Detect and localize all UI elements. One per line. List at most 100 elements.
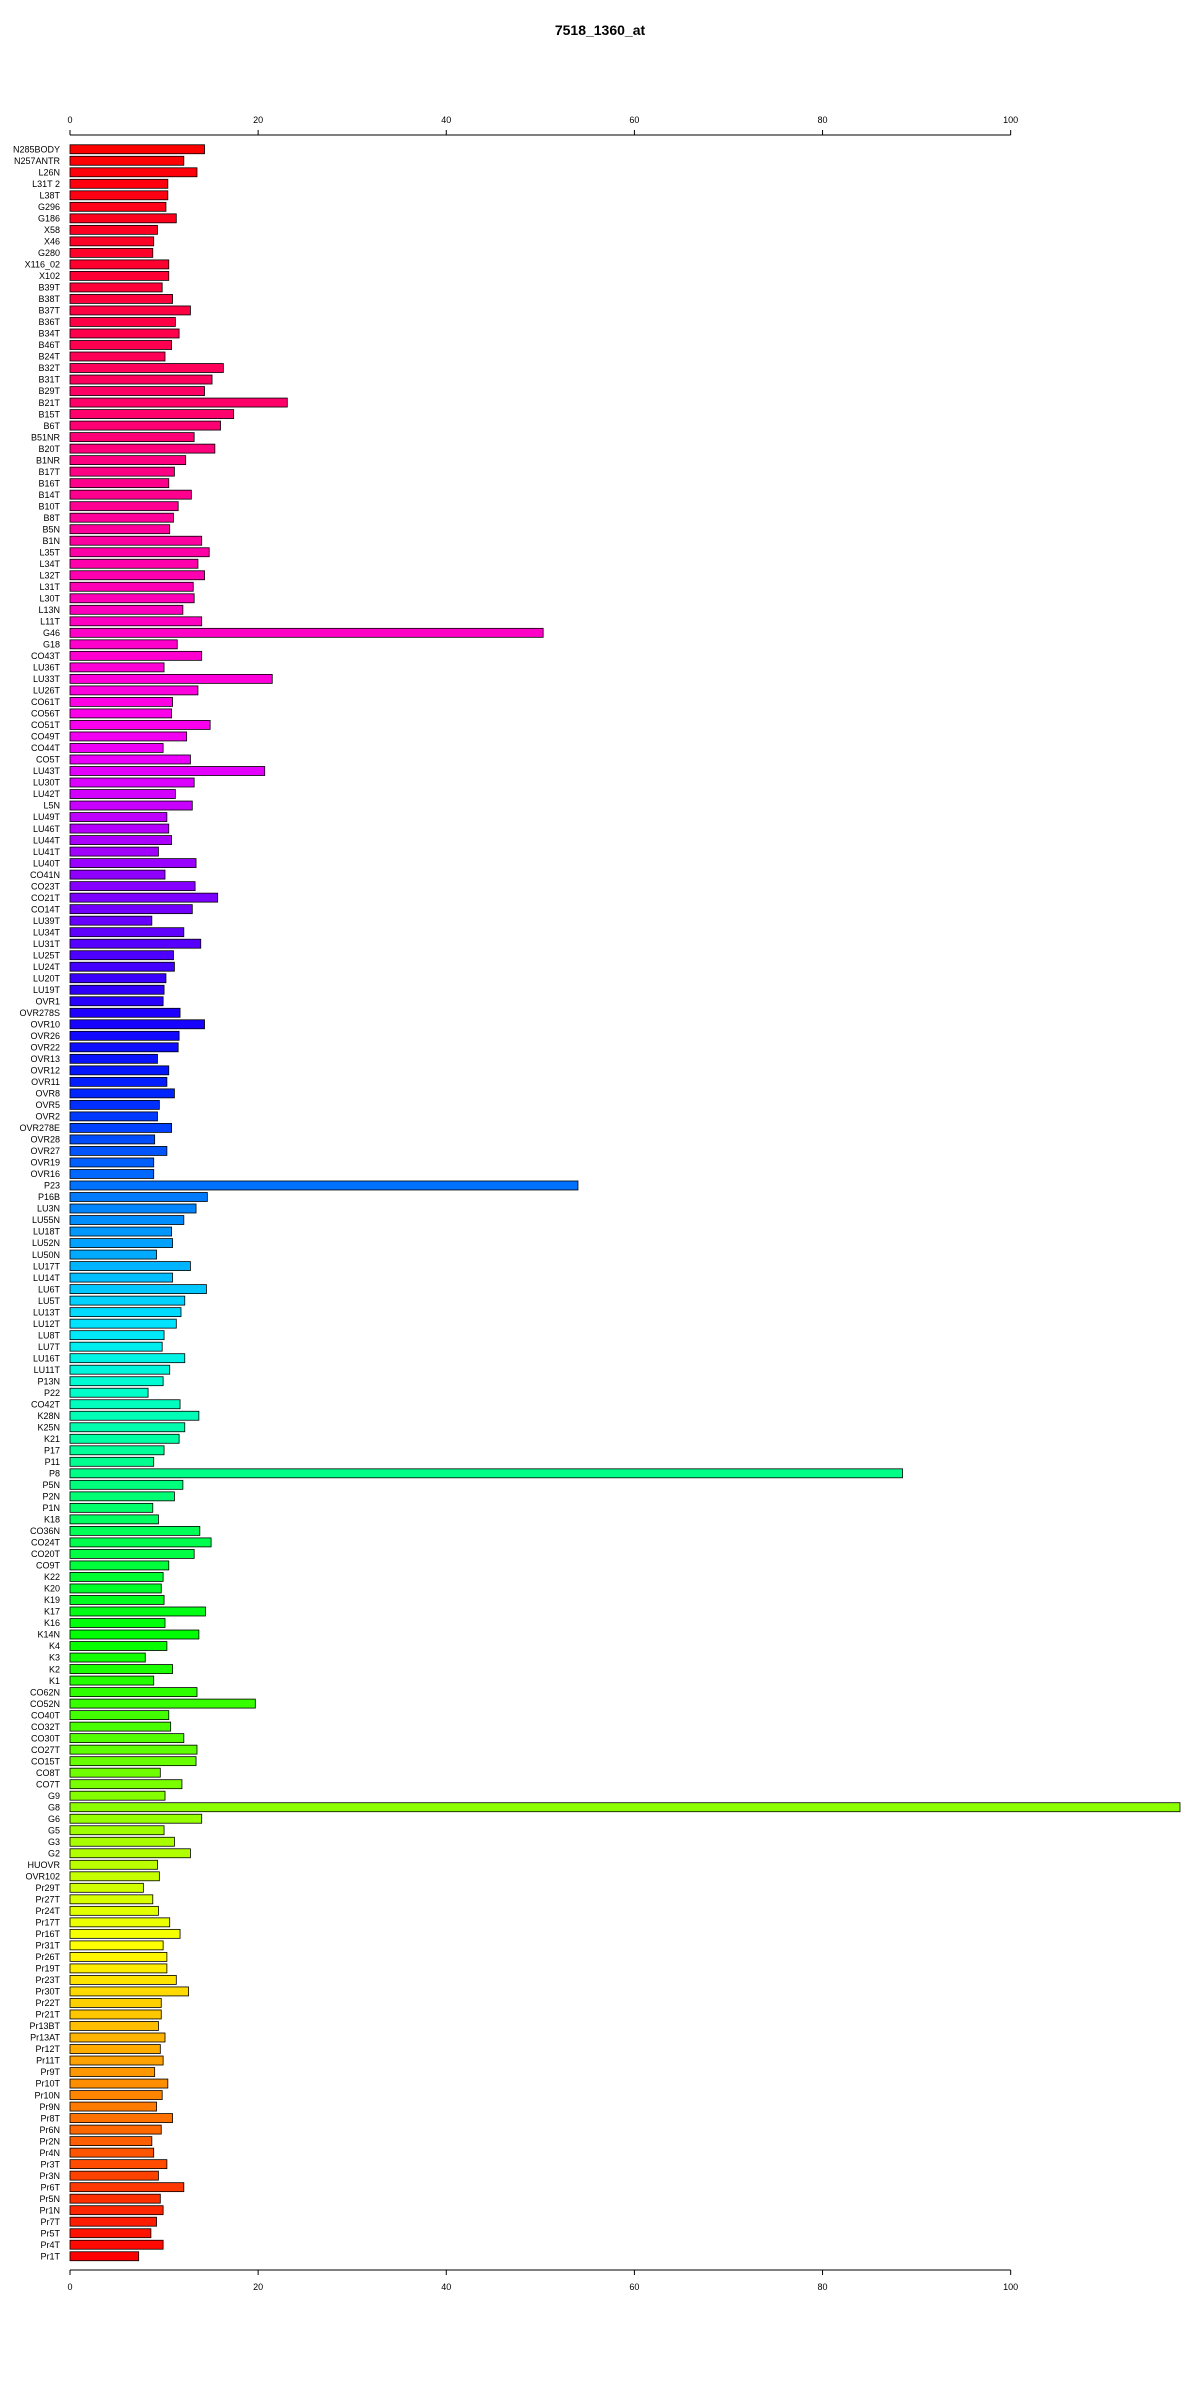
bar: [69, 1986, 189, 1997]
bar: [69, 858, 197, 868]
category-label: Pr6T: [40, 2182, 60, 2192]
category-label: P17: [44, 1445, 60, 1455]
bar: [69, 317, 176, 327]
bar: [69, 1318, 177, 1329]
category-label: Pr31T: [35, 1941, 60, 1951]
category-label: Pr9N: [39, 2102, 60, 2112]
bar: [69, 823, 170, 834]
bar: [69, 1560, 170, 1571]
category-label: OVR10: [30, 1019, 60, 1029]
category-label: Pr13BT: [29, 2021, 60, 2031]
category-label: LU12T: [33, 1319, 61, 1329]
bar: [69, 1502, 154, 1513]
bar: [69, 1618, 166, 1628]
category-label: CO14T: [31, 904, 61, 914]
bar: [69, 2113, 173, 2123]
bar: [69, 224, 158, 235]
category-label: Pr13AT: [30, 2033, 60, 2043]
category-label: CO5T: [36, 755, 61, 765]
bar: [69, 662, 165, 673]
category-label: Pr24T: [35, 1906, 60, 1916]
x-tick-label: 20: [253, 2282, 263, 2292]
category-label: G5: [48, 1825, 60, 1835]
category-label: CO20T: [31, 1549, 61, 1559]
category-label: Pr11T: [36, 2056, 60, 2066]
category-label: K21: [44, 1434, 60, 1444]
category-label: G8: [48, 1802, 60, 1812]
category-label: CO41N: [30, 870, 60, 880]
x-tick-label: 100: [1003, 2282, 1018, 2292]
bar: [69, 1226, 172, 1237]
category-label: P1N: [42, 1503, 60, 1513]
x-tick-label: 20: [253, 115, 263, 125]
bar: [69, 1238, 173, 1248]
bar: [69, 812, 168, 822]
bar: [69, 915, 153, 926]
category-label: OVR12: [30, 1066, 60, 1076]
bar: [69, 881, 196, 892]
category-label: OVR16: [30, 1169, 60, 1179]
category-label: CO51T: [31, 720, 61, 730]
bar: [69, 1721, 172, 1732]
bar: [69, 1030, 180, 1041]
bar: [69, 1180, 579, 1191]
category-label: OVR8: [35, 1089, 60, 1099]
category-label: Pr7T: [40, 2217, 60, 2227]
bar: [69, 1572, 164, 1582]
category-label: G186: [38, 214, 60, 224]
category-label: LU52N: [32, 1238, 60, 1248]
category-label: Pr8T: [40, 2113, 60, 2123]
category-label: LU25T: [33, 950, 61, 960]
bar: [69, 1053, 158, 1064]
bar: [69, 938, 202, 949]
category-label: LU44T: [33, 835, 61, 845]
bar: [69, 363, 224, 373]
bar: [69, 512, 174, 523]
bar: [69, 789, 176, 799]
category-label: LU26T: [33, 686, 61, 696]
category-label: Pr22T: [35, 1998, 60, 2008]
bar: [69, 1410, 200, 1421]
category-label: HUOVR: [27, 1860, 60, 1870]
category-label: B32T: [38, 363, 60, 373]
bar: [69, 1456, 155, 1467]
category-label: L13N: [38, 605, 60, 615]
category-label: OVR28: [30, 1135, 60, 1145]
category-label: OVR278E: [19, 1123, 60, 1133]
category-label: CO9T: [36, 1561, 61, 1571]
bar: [69, 1744, 198, 1755]
category-label: Pr4T: [40, 2240, 60, 2250]
bar: [69, 201, 167, 212]
category-label: K20: [44, 1584, 60, 1594]
category-label: B24T: [38, 352, 60, 362]
bar: [69, 1341, 163, 1352]
bar: [69, 1307, 182, 1318]
category-label: L38T: [39, 191, 60, 201]
category-label: L32T: [39, 570, 60, 580]
bar: [69, 1767, 161, 1778]
category-label: LU46T: [33, 824, 61, 834]
category-label: B1N: [42, 536, 60, 546]
bar: [69, 2182, 185, 2193]
category-label: Pr4N: [39, 2148, 60, 2158]
category-label: LU24T: [33, 962, 61, 972]
category-label: LU40T: [33, 858, 61, 868]
bar: [69, 731, 188, 742]
category-label: OVR102: [25, 1871, 60, 1881]
bar: [69, 616, 203, 627]
bar: [69, 708, 172, 719]
category-label: LU39T: [33, 916, 61, 926]
category-label: OVR5: [35, 1100, 60, 1110]
bar: [69, 1675, 155, 1686]
bar: [69, 766, 266, 776]
category-label: CO42T: [31, 1399, 61, 1409]
bar: [69, 340, 172, 350]
category-label: LU18T: [33, 1227, 61, 1237]
category-label: OVR2: [35, 1112, 60, 1122]
bar: [69, 1790, 166, 1801]
bar: [69, 2147, 155, 2158]
bar: [69, 685, 199, 696]
category-label: CO49T: [31, 732, 61, 742]
bar: [69, 1215, 185, 1225]
